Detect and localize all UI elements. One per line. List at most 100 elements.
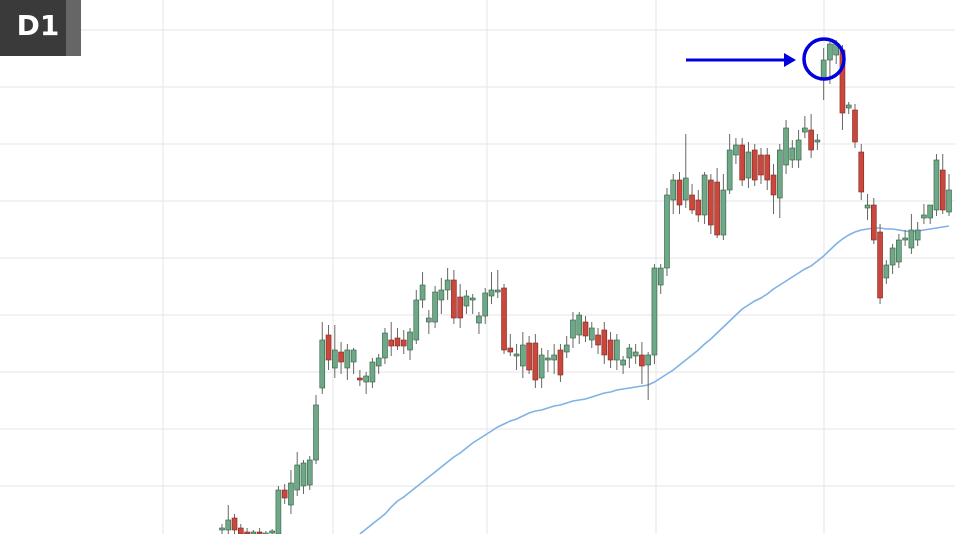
candle-body — [369, 361, 376, 383]
candle-body — [607, 339, 614, 361]
candle-body — [620, 359, 626, 366]
candle-body — [520, 344, 526, 367]
candle-body — [582, 321, 589, 337]
candle-body — [676, 179, 683, 206]
candle-body — [400, 339, 407, 347]
candle-body — [250, 531, 257, 534]
candle-body — [889, 247, 896, 266]
candle-body — [538, 354, 545, 379]
candle-body — [877, 231, 883, 299]
candle-body — [407, 331, 413, 351]
candle-body — [488, 289, 495, 297]
candle-body — [231, 517, 238, 531]
arrow-head — [784, 53, 796, 67]
candle-body — [776, 149, 783, 199]
candle-body — [682, 177, 689, 201]
candle-body — [382, 332, 388, 359]
candle-body — [482, 292, 489, 317]
candle-body — [563, 344, 570, 353]
candle-body — [350, 349, 357, 363]
candle-body — [444, 279, 451, 291]
candle-body — [375, 357, 382, 367]
candle-body — [864, 204, 871, 209]
candle-body — [739, 144, 745, 181]
candle-body — [269, 530, 275, 534]
candle-body — [338, 351, 344, 363]
candle-body — [451, 279, 457, 319]
timeframe-badge: D1 — [0, 0, 81, 56]
candle-body — [645, 354, 651, 366]
candle-body — [388, 339, 395, 347]
candle-body — [808, 129, 814, 151]
candle-body — [651, 267, 658, 356]
candle-body — [551, 354, 557, 361]
candle-body — [244, 531, 250, 534]
candle-body — [726, 149, 733, 191]
candle-body — [626, 347, 633, 359]
highlight-circle — [802, 37, 846, 81]
candle-body — [225, 519, 232, 531]
candle-body — [708, 179, 714, 226]
candle-body — [438, 289, 445, 301]
candle-body — [325, 334, 332, 361]
candle-body — [588, 327, 595, 341]
candle-body — [927, 204, 933, 219]
candle-body — [789, 147, 796, 161]
candle-body — [814, 139, 821, 143]
candle-body — [745, 151, 752, 179]
candle-body — [689, 194, 695, 211]
plot-area — [219, 40, 952, 534]
candle-body — [902, 237, 908, 241]
candle-body — [306, 459, 313, 486]
candle-body — [332, 349, 338, 369]
candle-body — [939, 169, 946, 211]
candle-body — [601, 329, 608, 356]
candle-body — [526, 342, 532, 371]
candle-body — [701, 174, 708, 216]
candle-body — [714, 181, 720, 236]
candle-body — [802, 127, 808, 133]
candle-body — [852, 109, 858, 143]
candle-body — [921, 214, 927, 219]
candle-body — [858, 151, 865, 193]
candle-body — [313, 404, 319, 461]
candle-body — [733, 144, 739, 156]
candle-body — [507, 347, 514, 353]
candle-body — [595, 334, 601, 346]
candle-body — [319, 339, 326, 389]
candle-body — [914, 229, 921, 241]
moving-average — [359, 225, 950, 534]
candle-body — [720, 189, 727, 236]
badge-box — [0, 0, 66, 56]
candle-body — [219, 527, 225, 531]
candle-body — [344, 349, 351, 369]
candle-body — [288, 482, 294, 506]
annotation — [686, 37, 846, 81]
candle-body — [256, 531, 263, 534]
candle-body — [820, 59, 827, 79]
candle-body — [764, 154, 771, 181]
candle-body — [501, 287, 507, 351]
candle-body — [494, 289, 501, 293]
timeframe-label: D1 — [17, 9, 60, 42]
candle-body — [513, 353, 520, 357]
candle-body — [469, 297, 476, 301]
candle-body — [933, 159, 940, 211]
candle-body — [294, 464, 301, 491]
candle-body — [413, 299, 420, 341]
candle-body — [394, 337, 401, 347]
candle-body — [657, 267, 664, 286]
candle-body — [827, 43, 833, 61]
candle-body — [632, 351, 639, 357]
candle-body — [570, 319, 576, 339]
candle-body — [896, 239, 902, 263]
candle-body — [300, 462, 307, 487]
candle-body — [908, 229, 915, 249]
candle-body — [883, 264, 890, 279]
candle-body — [476, 315, 482, 324]
candle-body — [946, 189, 952, 213]
candle-body — [751, 149, 758, 181]
candle-body — [419, 284, 426, 301]
